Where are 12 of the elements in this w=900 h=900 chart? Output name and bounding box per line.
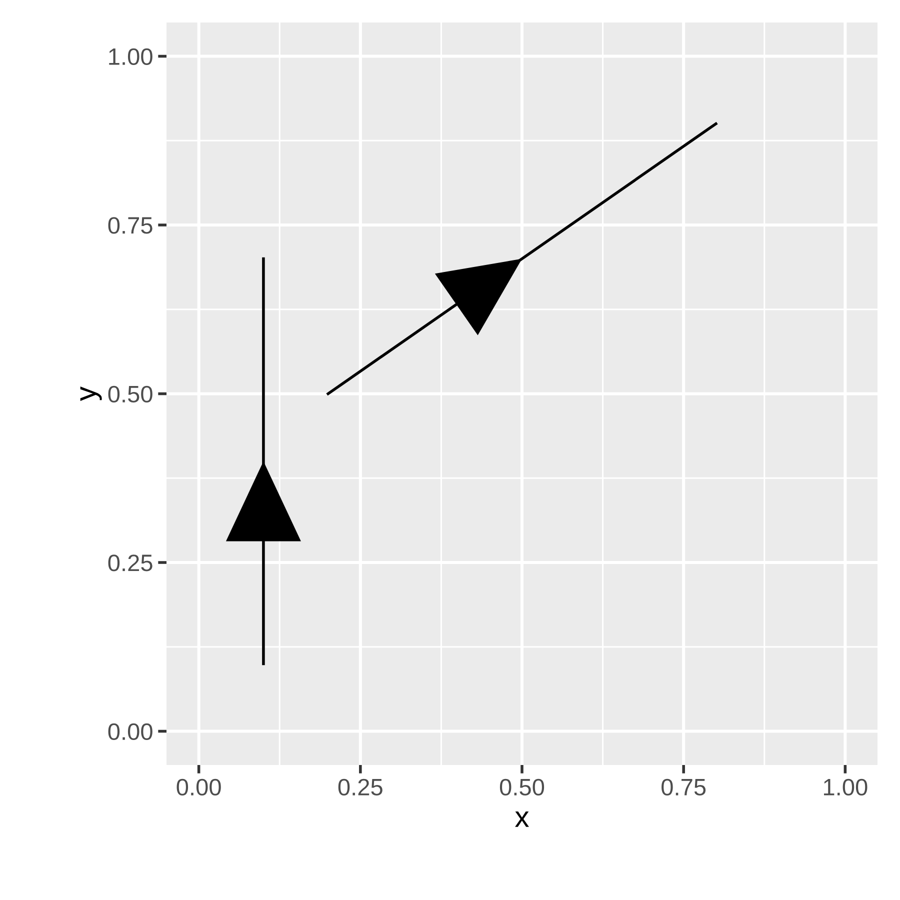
x-tick-label: 1.00 <box>824 778 868 796</box>
y-tick-label: 0.50 <box>108 386 152 403</box>
y-tick-label: 1.00 <box>109 48 152 66</box>
y-axis-title: y <box>80 386 102 401</box>
x-tick-label: 0.50 <box>500 778 544 796</box>
x-tick-label: 0.25 <box>338 778 382 796</box>
x-tick-label: 0.00 <box>176 778 221 796</box>
y-tick-label: 0.75 <box>108 217 152 234</box>
y-tick-label: 0.00 <box>108 723 152 740</box>
y-tick-label: 0.25 <box>108 554 152 572</box>
x-tick-label: 0.75 <box>662 778 706 796</box>
x-axis-title: x <box>515 811 529 827</box>
